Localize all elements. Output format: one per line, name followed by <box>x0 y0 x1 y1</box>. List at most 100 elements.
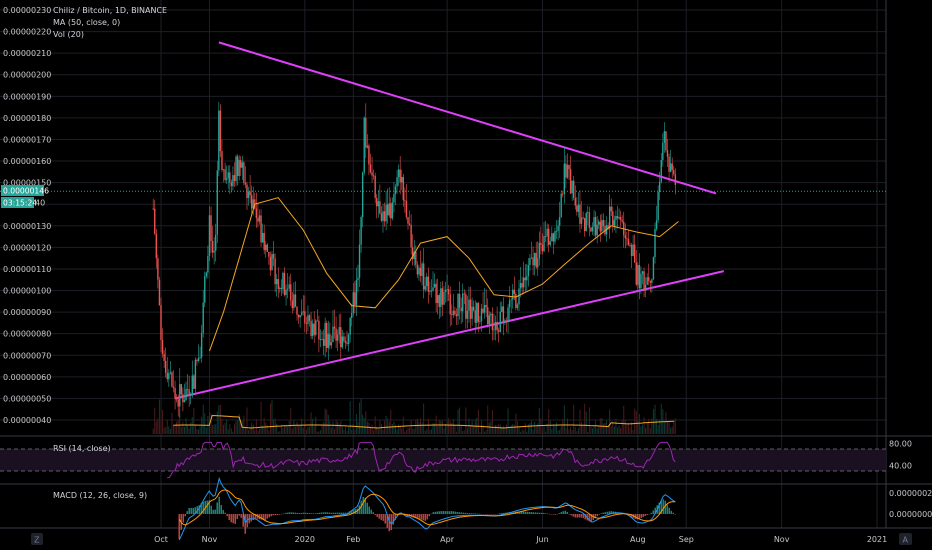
macd-histogram-bar <box>566 511 568 514</box>
volume-bar <box>401 428 403 434</box>
candle-body <box>658 181 661 193</box>
candle-body <box>413 251 415 260</box>
macd-histogram-bar <box>538 512 540 514</box>
volume-bar <box>293 419 295 434</box>
candle-body <box>648 277 650 281</box>
volume-bar <box>466 428 468 434</box>
candle-body <box>529 258 531 265</box>
candle-body <box>391 202 394 219</box>
candle-body <box>282 272 284 290</box>
macd-histogram-bar <box>558 513 560 514</box>
volume-bar <box>610 426 612 434</box>
volume-bar <box>385 415 387 434</box>
macd-histogram-bar <box>256 514 258 519</box>
time-axis[interactable]: Oct Nov 2020 Feb Apr Jun Aug Sep Nov 2021 <box>154 535 887 544</box>
macd-histogram-bar <box>214 509 216 514</box>
trendline-lower[interactable] <box>174 270 725 400</box>
auto-scale-icon[interactable]: A <box>903 536 909 545</box>
volume-bar <box>218 405 220 434</box>
candle-body <box>404 200 406 202</box>
candle-body <box>333 326 336 329</box>
macd-legend[interactable]: MACD (12, 26, close, 9) <box>53 491 147 500</box>
macd-histogram-bar <box>674 514 676 515</box>
volume-bar <box>541 430 543 434</box>
trendlines[interactable] <box>174 41 725 400</box>
volume-bar <box>549 419 551 434</box>
macd-histogram-bar <box>576 514 578 518</box>
volume-bar <box>237 419 239 434</box>
price-tick-label: 0.00000130 <box>3 222 51 231</box>
volume-bar <box>324 408 326 434</box>
macd-histogram-bar <box>416 514 418 519</box>
macd-histogram-bar <box>448 511 450 514</box>
price-tick-label: 0.00000150 <box>3 179 51 188</box>
volume-bar <box>299 425 301 434</box>
candle-body <box>319 339 322 340</box>
timezone-icon[interactable]: Z <box>34 536 40 545</box>
candle-body <box>397 169 400 178</box>
candle-body <box>673 170 675 175</box>
volume-bar <box>660 403 662 434</box>
volume-bar <box>642 424 644 434</box>
candle-body <box>610 206 612 212</box>
macd-histogram-bar <box>228 514 230 521</box>
macd-histogram-bar <box>244 514 246 534</box>
macd-histogram-bar <box>490 514 492 515</box>
candle-body <box>652 257 655 280</box>
candle-body <box>526 276 528 281</box>
volume-bar <box>252 424 254 434</box>
volume-bar <box>213 424 215 434</box>
candle-body <box>444 290 447 293</box>
candle-body <box>175 398 178 400</box>
rsi-legend[interactable]: RSI (14, close) <box>53 444 111 453</box>
auto-scale-icon-bg[interactable] <box>899 533 912 545</box>
price-tick-label: 0.00000060 <box>3 373 51 382</box>
price-tick-label: 0.00000100 <box>3 287 51 296</box>
macd-histogram-bar <box>198 505 200 514</box>
volume-bar <box>235 421 237 434</box>
macd-histogram-bar <box>218 496 220 514</box>
volume-bar <box>468 418 470 434</box>
candle-body <box>655 220 658 229</box>
macd-histogram-bar <box>472 513 474 514</box>
candle-body <box>487 307 489 325</box>
volume-bar <box>637 420 639 434</box>
macd-histogram-bar <box>330 512 332 514</box>
macd-histogram-bar <box>414 514 416 518</box>
candle-body <box>361 172 364 218</box>
candle-body <box>516 304 519 308</box>
candle-body <box>419 267 422 277</box>
volume-bar <box>271 400 273 434</box>
macd-histogram-bar <box>488 514 490 515</box>
price-badge-bg <box>1 185 44 196</box>
volume-bar <box>590 426 592 434</box>
candle-body <box>552 233 555 242</box>
ma-legend[interactable]: MA (50, close, 0) <box>53 18 120 27</box>
candle-body <box>169 372 172 374</box>
volume-bar <box>334 429 336 434</box>
macd-histogram-bar <box>272 514 274 516</box>
volume-bar <box>377 428 379 434</box>
vol-legend[interactable]: Vol (20) <box>53 30 84 39</box>
price-axis[interactable]: 0.00000230 0.00000220 0.00000210 0.00000200… <box>3 6 51 425</box>
trendline-upper[interactable] <box>218 41 717 195</box>
candle-body <box>197 357 200 361</box>
timezone-icon-bg[interactable] <box>31 533 43 545</box>
macd-histogram-bar <box>452 511 454 514</box>
volume-bar <box>574 427 576 434</box>
macd-histogram-bar <box>574 514 576 518</box>
volume-bar <box>429 429 431 434</box>
macd-histogram-bar <box>432 512 434 514</box>
candle-body <box>383 211 386 222</box>
volume-bar <box>269 403 271 434</box>
candle-body <box>321 339 323 340</box>
volume-bar <box>656 418 658 434</box>
macd-histogram-bar <box>368 506 370 514</box>
volume-bar <box>268 430 270 434</box>
volume-bar <box>537 423 539 434</box>
volume-bar <box>523 430 525 434</box>
macd-histogram-bar <box>276 514 278 516</box>
symbol-legend[interactable]: Chiliz / Bitcoin, 1D, BINANCE <box>53 6 167 15</box>
